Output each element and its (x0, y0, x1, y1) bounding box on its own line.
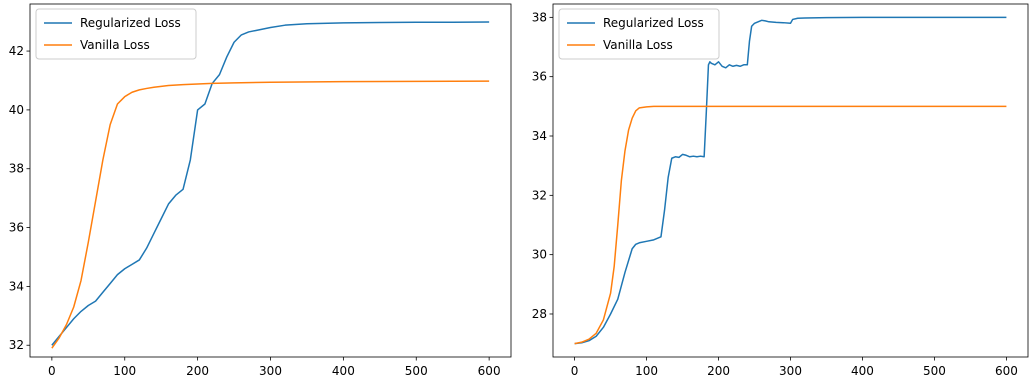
x-tick-label: 0 (48, 364, 56, 378)
y-tick-label: 38 (9, 162, 24, 176)
x-tick-label: 100 (113, 364, 136, 378)
y-tick-label: 38 (532, 10, 547, 24)
y-tick-label: 32 (9, 338, 24, 352)
x-tick-label: 300 (259, 364, 282, 378)
y-tick-label: 34 (532, 129, 547, 143)
x-tick-label: 400 (851, 364, 874, 378)
x-tick-label: 200 (186, 364, 209, 378)
legend-box (35, 8, 197, 60)
y-tick-label: 36 (9, 221, 24, 235)
series-line-vanilla-loss (574, 105, 1007, 345)
series-line-regularized-loss (51, 21, 490, 346)
x-tick-label: 200 (707, 364, 730, 378)
x-tick-label: 0 (571, 364, 579, 378)
legend: Regularized Loss Vanilla Loss (558, 8, 720, 60)
x-tick-label: 600 (995, 364, 1018, 378)
series-line-vanilla-loss (51, 80, 490, 349)
y-tick-label: 28 (532, 307, 547, 321)
x-tick-label: 600 (478, 364, 501, 378)
x-tick-label: 500 (405, 364, 428, 378)
y-tick-label: 42 (9, 44, 24, 58)
legend-label: Vanilla Loss (80, 38, 150, 52)
y-tick-label: 40 (9, 103, 24, 117)
x-tick-label: 500 (923, 364, 946, 378)
x-tick-label: 300 (779, 364, 802, 378)
y-tick-label: 36 (532, 70, 547, 84)
legend: Regularized Loss Vanilla Loss (35, 8, 197, 60)
legend-box (558, 8, 720, 60)
y-tick-label: 34 (9, 279, 24, 293)
y-tick-label: 30 (532, 248, 547, 262)
x-tick-label: 400 (332, 364, 355, 378)
legend-label: Regularized Loss (80, 16, 181, 30)
right-chart-panel: 0 100 200 300 400 500 600 28 30 32 34 36 38 Regulariz… (532, 3, 1029, 378)
series-line-regularized-loss (574, 16, 1007, 345)
left-chart-panel: 0 100 200 300 400 500 600 32 34 36 38 40 42 Regulariz… (9, 3, 512, 378)
legend-label: Vanilla Loss (603, 38, 673, 52)
x-tick-label: 100 (635, 364, 658, 378)
y-tick-label: 32 (532, 188, 547, 202)
legend-label: Regularized Loss (603, 16, 704, 30)
